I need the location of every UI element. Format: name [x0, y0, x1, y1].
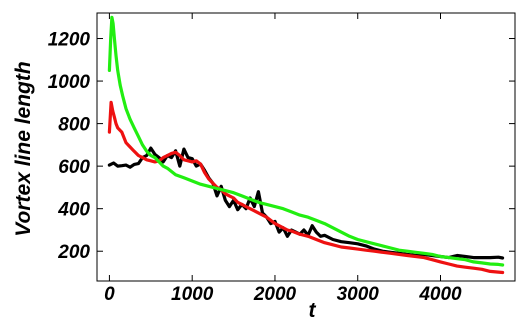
- x-tick-label: 2000: [253, 284, 297, 305]
- x-tick-label: 4000: [418, 284, 462, 305]
- plot-frame: [96, 12, 516, 282]
- y-axis-title-group: Vortex line length: [12, 61, 35, 236]
- y-tick-label: 1000: [48, 72, 91, 93]
- x-tick-label: 3000: [337, 284, 380, 305]
- series-layer: [107, 15, 505, 275]
- y-tick-label: 1200: [48, 30, 91, 51]
- x-axis-title: t: [309, 299, 317, 322]
- y-tick-label: 200: [57, 242, 90, 263]
- y-tick-label: 800: [58, 115, 90, 136]
- series-line-3: [107, 15, 505, 267]
- y-axis-title: Vortex line length: [12, 61, 35, 236]
- x-tick-label: 0: [104, 284, 115, 305]
- series-line-1: [107, 146, 505, 260]
- y-tick-label: 400: [57, 200, 90, 221]
- axis-ticks: 0 1000 2000 3000 4000 200 400 600 800 1000 1200: [48, 13, 515, 305]
- y-tick-label: 600: [58, 157, 90, 178]
- series-line-2: [107, 100, 505, 275]
- x-tick-label: 1000: [171, 284, 214, 305]
